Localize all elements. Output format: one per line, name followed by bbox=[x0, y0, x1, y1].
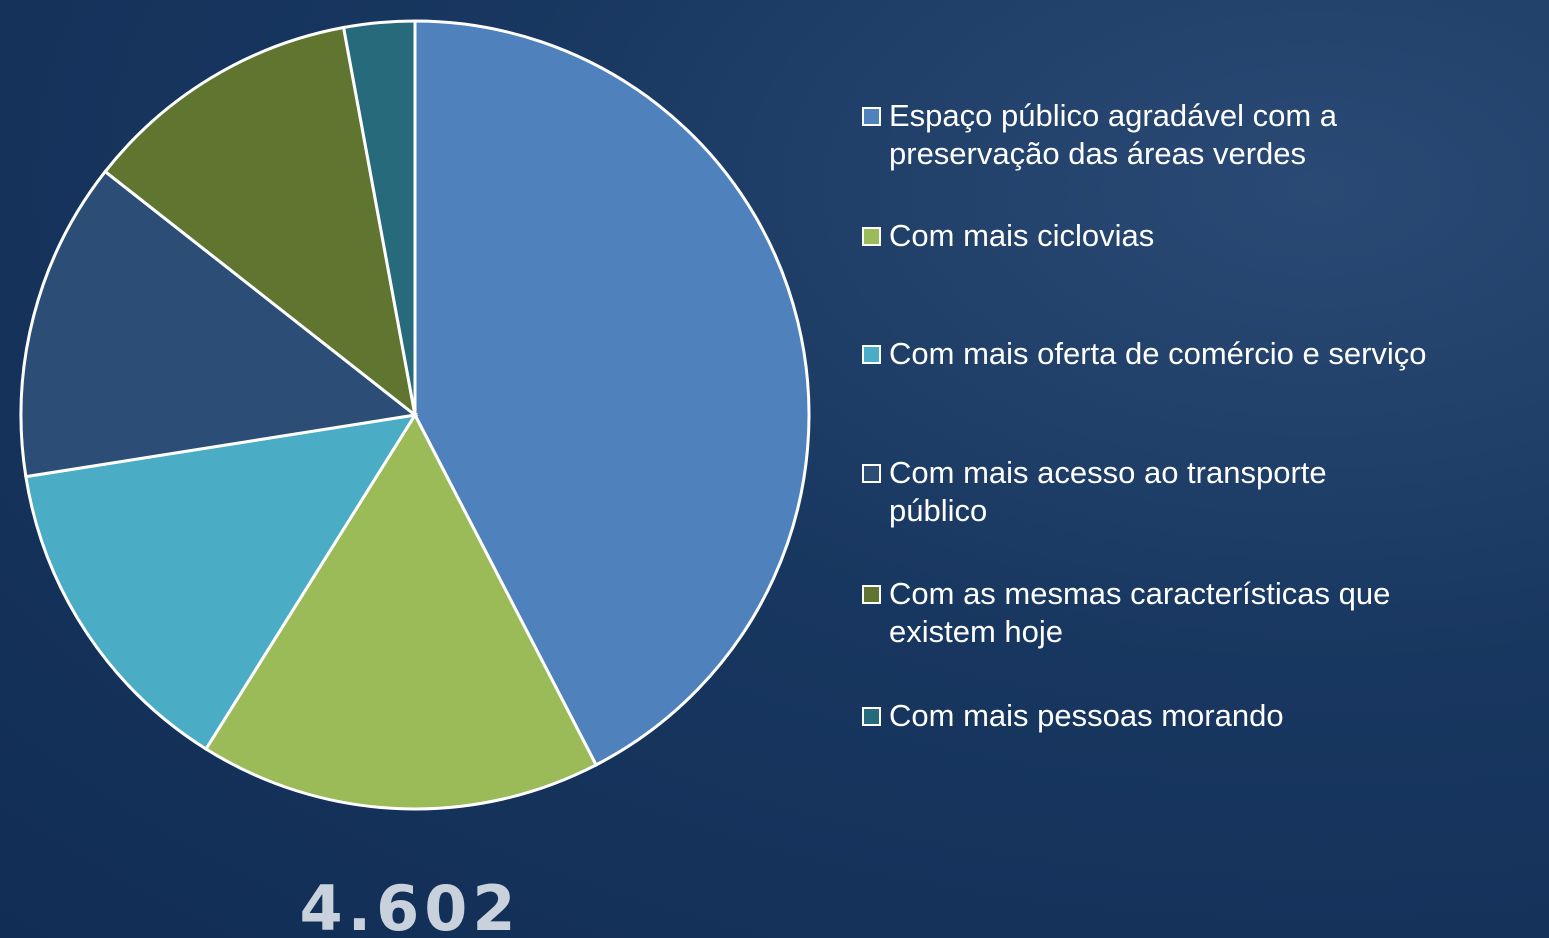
legend-item: Com mais acesso ao transporte público bbox=[862, 454, 1402, 530]
legend-swatch bbox=[862, 345, 881, 364]
legend-swatch bbox=[862, 707, 881, 726]
legend-swatch bbox=[862, 585, 881, 604]
legend-label: Espaço público agradável com a preservaç… bbox=[889, 97, 1422, 173]
legend-swatch bbox=[862, 464, 881, 483]
legend-item: Com mais oferta de comércio e serviço bbox=[862, 335, 1542, 373]
legend-item: Com mais pessoas morando bbox=[862, 697, 1522, 735]
legend-label: Com mais pessoas morando bbox=[889, 697, 1284, 735]
legend-item: Com as mesmas características que existe… bbox=[862, 575, 1482, 651]
legend-label: Com mais oferta de comércio e serviço bbox=[889, 335, 1427, 373]
legend-item: Com mais ciclovias bbox=[862, 217, 1522, 255]
slide: 4.602 Espaço público agradável com a pre… bbox=[0, 0, 1549, 938]
legend-swatch bbox=[862, 227, 881, 246]
legend-label: Com as mesmas características que existe… bbox=[889, 575, 1482, 651]
total-label: 4.602 bbox=[299, 872, 520, 938]
legend-label: Com mais ciclovias bbox=[889, 217, 1154, 255]
legend-item: Espaço público agradável com a preservaç… bbox=[862, 97, 1422, 173]
pie-chart bbox=[0, 0, 830, 850]
legend-label: Com mais acesso ao transporte público bbox=[889, 454, 1402, 530]
legend-swatch bbox=[862, 107, 881, 126]
